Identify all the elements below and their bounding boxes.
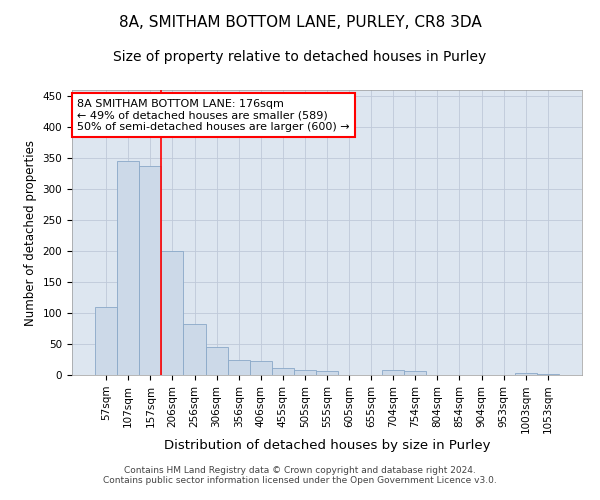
Bar — [537, 374, 559, 375]
Text: Size of property relative to detached houses in Purley: Size of property relative to detached ho… — [113, 50, 487, 64]
Y-axis label: Number of detached properties: Number of detached properties — [24, 140, 37, 326]
Text: Contains HM Land Registry data © Crown copyright and database right 2024.
Contai: Contains HM Land Registry data © Crown c… — [103, 466, 497, 485]
Text: 8A SMITHAM BOTTOM LANE: 176sqm
← 49% of detached houses are smaller (589)
50% of: 8A SMITHAM BOTTOM LANE: 176sqm ← 49% of … — [77, 98, 350, 132]
Bar — [161, 251, 184, 375]
Bar — [139, 166, 161, 375]
Bar — [404, 372, 427, 375]
Bar — [515, 373, 537, 375]
X-axis label: Distribution of detached houses by size in Purley: Distribution of detached houses by size … — [164, 439, 490, 452]
Bar — [316, 372, 338, 375]
Bar — [382, 370, 404, 375]
Bar — [250, 362, 272, 375]
Bar — [184, 324, 206, 375]
Bar — [206, 346, 227, 375]
Bar — [294, 370, 316, 375]
Bar — [117, 161, 139, 375]
Bar — [95, 308, 117, 375]
Bar — [272, 368, 294, 375]
Bar — [227, 360, 250, 375]
Text: 8A, SMITHAM BOTTOM LANE, PURLEY, CR8 3DA: 8A, SMITHAM BOTTOM LANE, PURLEY, CR8 3DA — [119, 15, 481, 30]
